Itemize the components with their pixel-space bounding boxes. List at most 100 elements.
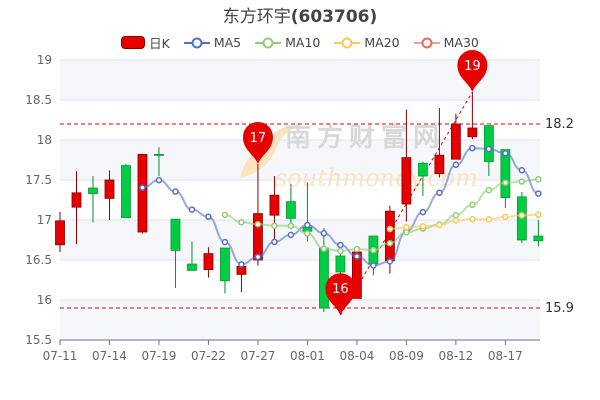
candle-body	[450, 123, 461, 160]
legend: 日K MA5 MA10 MA20 MA30	[0, 33, 600, 52]
legend-item-ma5[interactable]: MA5	[183, 35, 242, 50]
legend-item-ma20[interactable]: MA20	[334, 35, 400, 50]
candle	[352, 246, 362, 299]
legend-label: MA30	[443, 35, 479, 50]
ma10-point	[518, 178, 526, 185]
line-legend-icon	[334, 37, 361, 48]
ma20-point	[452, 217, 460, 224]
ma5-point	[287, 231, 295, 239]
ma20-point	[535, 211, 542, 218]
candle	[170, 218, 181, 288]
candle	[335, 244, 346, 316]
candle	[533, 220, 544, 247]
ma10-point	[485, 186, 493, 194]
ma5-point	[502, 150, 509, 157]
pin-shape	[457, 50, 488, 92]
legend-label: 日K	[149, 36, 170, 51]
candle	[88, 176, 98, 223]
x-tick-label: 08-04	[339, 349, 374, 363]
candle	[137, 153, 148, 234]
ma5-point	[320, 230, 328, 237]
candle-body	[88, 187, 98, 194]
watermark-en: southmoney.com	[275, 164, 478, 192]
candle	[401, 109, 412, 222]
candle-body	[236, 265, 247, 275]
ma20-point	[518, 212, 526, 219]
candle	[203, 247, 214, 278]
ma20-line	[389, 213, 539, 231]
line-legend-icon	[183, 37, 210, 48]
candle-body	[187, 263, 197, 271]
candle-body	[352, 251, 362, 299]
candle	[450, 113, 461, 160]
ma10-point	[304, 230, 311, 237]
candle-body	[401, 157, 412, 205]
legend-label: MA5	[213, 35, 242, 50]
pin-shape	[325, 273, 356, 316]
legend-item-daily-k[interactable]: 日K	[121, 33, 170, 52]
ma10-point	[287, 222, 295, 230]
ma10-point	[469, 201, 476, 209]
ma5-point	[155, 176, 163, 184]
mark-point-pin: 17	[242, 122, 273, 164]
ma5-point	[436, 189, 443, 197]
ma20-point	[469, 215, 476, 223]
candle	[302, 182, 313, 242]
candle-body	[368, 235, 379, 265]
ma10-point	[403, 229, 410, 236]
ma10-point	[436, 221, 443, 228]
legend-item-ma10[interactable]: MA10	[255, 35, 320, 50]
ma10-point	[238, 218, 245, 226]
trend-line	[339, 91, 473, 316]
ma10-line	[224, 178, 539, 252]
x-tick-label: 07-27	[241, 349, 276, 363]
y-tick-label: 18	[37, 133, 52, 147]
grid-band	[60, 300, 540, 340]
candle	[104, 170, 115, 220]
candle	[71, 171, 82, 244]
x-tick-label: 08-12	[438, 349, 473, 363]
candle-legend-icon	[121, 36, 146, 49]
watermark-logo	[240, 125, 300, 178]
candle	[368, 235, 379, 276]
candle	[55, 212, 65, 252]
ma5-point	[353, 253, 361, 260]
mark-line-label: 18.2	[545, 117, 574, 132]
candle-body	[253, 213, 263, 261]
candle-body	[203, 253, 214, 271]
x-tick-label: 07-11	[43, 349, 78, 363]
ma10-point	[419, 225, 427, 232]
ma5-point	[452, 161, 460, 169]
candle-body	[170, 218, 181, 251]
ma5-point	[403, 228, 410, 235]
candle-body	[104, 179, 115, 199]
ma5-point	[172, 188, 179, 195]
y-tick-label: 16.5	[25, 253, 52, 267]
candle	[121, 164, 131, 219]
y-tick-label: 18.5	[25, 93, 52, 107]
pin-shape	[242, 122, 273, 164]
candle-body	[483, 125, 494, 162]
candle	[483, 125, 494, 176]
x-tick-label: 07-14	[92, 349, 127, 363]
legend-label: MA10	[285, 35, 321, 50]
ma5-point	[419, 208, 427, 216]
ma10-point	[271, 222, 278, 230]
ma10-point	[535, 175, 542, 183]
ma10-point	[254, 220, 262, 228]
candle	[417, 161, 428, 196]
candle-body	[55, 220, 65, 246]
mark-point-pin: 16	[325, 273, 356, 316]
candle-body	[417, 162, 428, 177]
ma5-point	[386, 258, 394, 265]
candle	[286, 184, 296, 224]
ma10-point	[502, 179, 509, 186]
pin-label: 16	[332, 282, 349, 297]
candle-body	[500, 149, 511, 199]
grid-band	[60, 60, 540, 100]
ma20-point	[502, 213, 509, 221]
ma5-point	[469, 144, 476, 152]
legend-item-ma30[interactable]: MA30	[413, 35, 479, 50]
